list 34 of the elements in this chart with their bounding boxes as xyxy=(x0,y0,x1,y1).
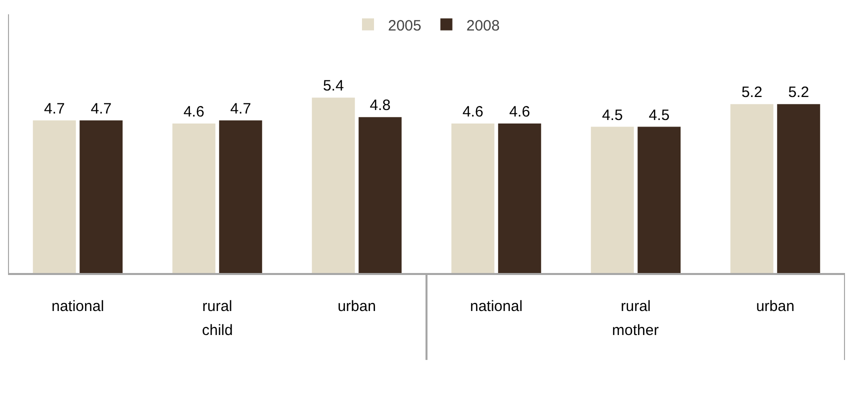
legend-label: 2008 xyxy=(466,17,500,34)
bar xyxy=(590,126,634,273)
text: child xyxy=(202,322,233,339)
x-tick-label: rural xyxy=(202,298,232,315)
legend-label: 2005 xyxy=(388,17,422,34)
data-label: 4.6 xyxy=(509,104,530,121)
x-tick-label: rural xyxy=(620,298,651,315)
bar xyxy=(32,120,76,273)
x-tick-label: urban xyxy=(756,298,794,315)
bar xyxy=(638,126,681,273)
text: mother xyxy=(612,322,659,339)
data-label: 5.4 xyxy=(322,78,344,95)
x-tick-label: urban xyxy=(338,298,376,315)
bar xyxy=(358,117,402,273)
bar xyxy=(777,104,820,273)
bar xyxy=(172,124,216,273)
data-label: 4.6 xyxy=(462,104,484,121)
bar xyxy=(451,124,494,273)
data-label: 4.5 xyxy=(648,106,670,124)
x-tick-label: national xyxy=(51,298,104,315)
data-label: 4.5 xyxy=(602,106,623,124)
data-label: 4.7 xyxy=(230,100,252,118)
bar xyxy=(312,98,355,273)
data-label: 5.2 xyxy=(788,84,810,102)
data-label: 4.7 xyxy=(44,100,65,118)
bar xyxy=(80,120,123,273)
x-tick-label: national xyxy=(470,298,523,315)
bar xyxy=(730,104,774,273)
bar xyxy=(219,120,262,273)
data-label: 4.7 xyxy=(90,100,112,118)
data-label: 5.2 xyxy=(741,84,762,102)
data-label: 4.8 xyxy=(370,97,391,114)
data-label: 4.6 xyxy=(183,104,204,121)
bar xyxy=(498,124,542,273)
